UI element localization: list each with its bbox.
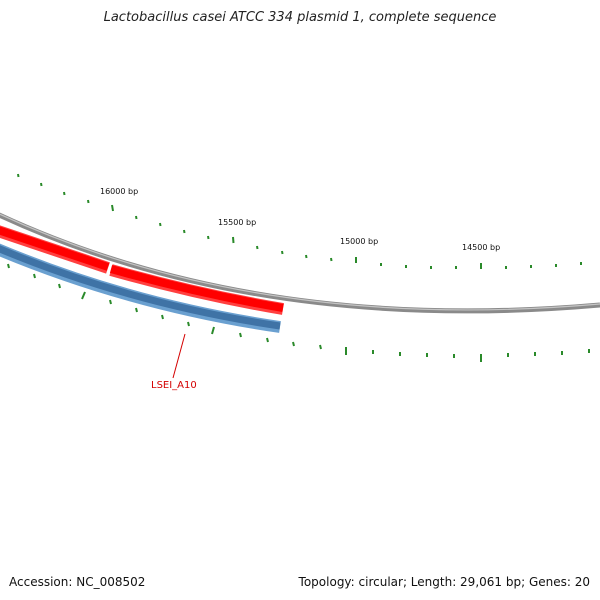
inner-tick-row (7, 263, 590, 362)
tick-label-15000: 15000 bp (340, 237, 378, 246)
summary-text: Topology: circular; Length: 29,061 bp; G… (298, 575, 590, 589)
accession-text: Accession: NC_008502 (9, 575, 146, 589)
backbone-arc (0, 212, 600, 314)
tick-label-15500: 15500 bp (218, 218, 256, 227)
backbone-arc-highlight (0, 213, 600, 311)
gene-label-leader (172, 333, 186, 379)
forward-feature-2-core (109, 265, 284, 312)
reverse-feature-core (0, 245, 281, 330)
tick-label-16000: 16000 bp (100, 187, 138, 196)
tick-label-14500: 14500 bp (462, 243, 500, 252)
gene-label[interactable]: LSEI_A10 (151, 380, 197, 391)
map-title: Lactobacillus casei ATCC 334 plasmid 1, … (103, 10, 497, 25)
outer-tick-row (17, 173, 582, 269)
reverse-feature[interactable] (0, 243, 281, 333)
forward-feature-1-core (0, 226, 110, 271)
